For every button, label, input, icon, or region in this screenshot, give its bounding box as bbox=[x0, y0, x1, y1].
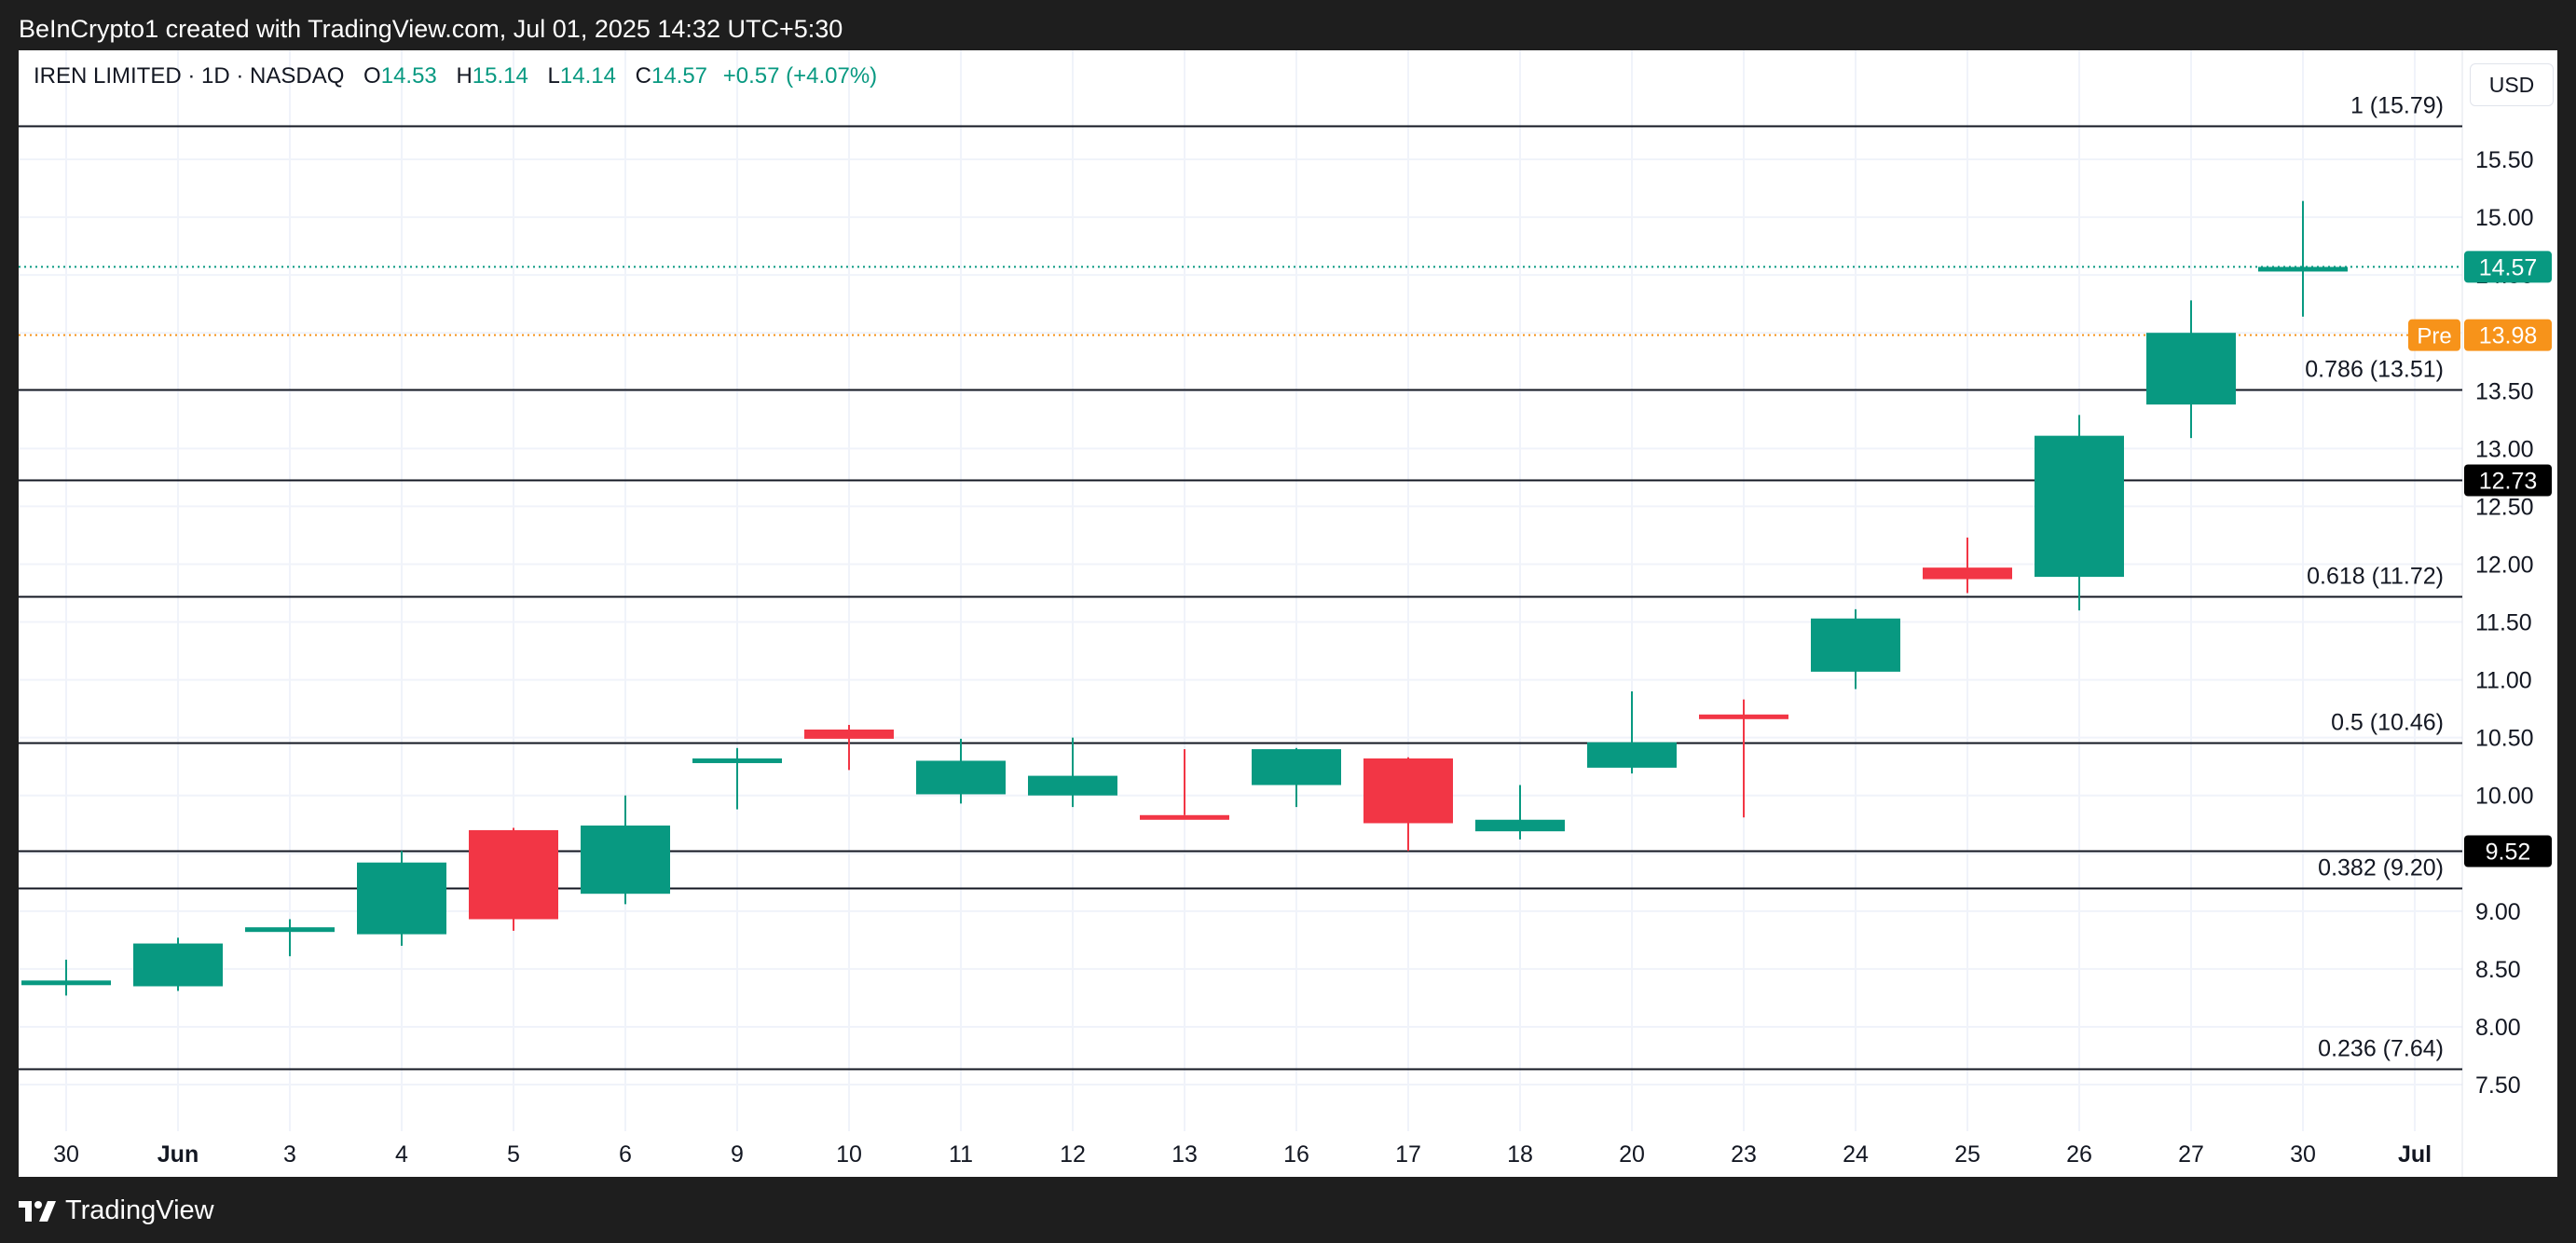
last-price-tag-label: 14.57 bbox=[2479, 254, 2538, 280]
attribution-text: BeInCrypto1 created with TradingView.com… bbox=[19, 15, 843, 43]
price-axis-tick: 13.50 bbox=[2475, 378, 2534, 404]
price-axis-tick: 9.00 bbox=[2475, 899, 2521, 925]
time-axis-label: 25 bbox=[1954, 1141, 1980, 1168]
fib-level-label: 0.5 (10.46) bbox=[2331, 710, 2444, 736]
tradingview-logo[interactable]: TradingView bbox=[19, 1195, 214, 1226]
time-axis-label: 20 bbox=[1619, 1141, 1645, 1168]
time-axis-label: 24 bbox=[1843, 1141, 1869, 1168]
candle-body[interactable] bbox=[1811, 618, 1900, 672]
close-value: 14.57 bbox=[651, 63, 708, 89]
candle-body[interactable] bbox=[916, 760, 1006, 795]
time-axis-label: 30 bbox=[2290, 1141, 2316, 1168]
fib-level-label: 0.236 (7.64) bbox=[2318, 1036, 2444, 1062]
candle-body[interactable] bbox=[357, 862, 446, 935]
price-axis-tick: 11.00 bbox=[2475, 668, 2532, 694]
high-value: 15.14 bbox=[472, 63, 528, 89]
pre-market-badge-label: Pre bbox=[2417, 324, 2451, 349]
price-line-tag bbox=[2464, 835, 2552, 867]
time-axis-label: 16 bbox=[1283, 1141, 1309, 1168]
change-value: +0.57 (+4.07%) bbox=[722, 63, 878, 89]
open-value: 14.53 bbox=[380, 63, 437, 89]
pre-market-badge bbox=[2408, 319, 2460, 351]
price-axis-tick: 7.50 bbox=[2475, 1072, 2521, 1099]
candle-body[interactable] bbox=[1923, 567, 2012, 580]
currency-button[interactable]: USD bbox=[2470, 63, 2554, 106]
candle-body[interactable] bbox=[804, 729, 894, 739]
price-axis-tick: 13.00 bbox=[2475, 436, 2534, 462]
time-axis-label: 11 bbox=[949, 1141, 973, 1168]
price-line-tag-label: 9.52 bbox=[2486, 840, 2531, 866]
candle-body[interactable] bbox=[1699, 714, 1788, 719]
price-axis-tick: 8.50 bbox=[2475, 957, 2521, 983]
candle-body[interactable] bbox=[21, 980, 111, 986]
price-line-tag-label: 12.73 bbox=[2479, 469, 2538, 495]
fib-level-label: 0.786 (13.51) bbox=[2305, 357, 2444, 383]
time-axis-label: 30 bbox=[53, 1141, 79, 1168]
time-axis-label: 18 bbox=[1507, 1141, 1533, 1168]
fib-level-label: 0.382 (9.20) bbox=[2318, 855, 2444, 881]
price-axis-tick: 12.00 bbox=[2475, 552, 2534, 578]
low-value: 14.14 bbox=[559, 63, 616, 89]
time-axis-label: 10 bbox=[836, 1141, 862, 1168]
candle-body[interactable] bbox=[1475, 819, 1565, 832]
time-axis-label: 4 bbox=[395, 1141, 408, 1168]
candle-body[interactable] bbox=[245, 927, 335, 933]
time-axis-label: 5 bbox=[507, 1141, 520, 1168]
time-axis-label: 23 bbox=[1731, 1141, 1757, 1168]
price-axis-tick: 10.50 bbox=[2475, 726, 2534, 752]
time-axis-label: 12 bbox=[1060, 1141, 1086, 1168]
candle-body[interactable] bbox=[1028, 775, 1117, 796]
candle-body[interactable] bbox=[2258, 266, 2348, 272]
price-axis-tick: 12.50 bbox=[2475, 494, 2534, 520]
brand-name: TradingView bbox=[65, 1195, 214, 1225]
pre-market-tag bbox=[2464, 319, 2552, 351]
candle-body[interactable] bbox=[2146, 333, 2236, 405]
candle-body[interactable] bbox=[1587, 742, 1677, 768]
time-axis-label: Jul bbox=[2398, 1141, 2432, 1168]
open-label: O bbox=[363, 63, 381, 89]
attribution-bar: BeInCrypto1 created with TradingView.com… bbox=[0, 0, 2576, 50]
candle-body[interactable] bbox=[1140, 814, 1229, 820]
low-label: L bbox=[547, 63, 560, 89]
candle-body[interactable] bbox=[133, 943, 223, 987]
price-axis-tick: 8.00 bbox=[2475, 1015, 2521, 1041]
candle-body[interactable] bbox=[2035, 435, 2124, 578]
price-axis-tick: 15.00 bbox=[2475, 205, 2534, 231]
time-axis-label: 26 bbox=[2066, 1141, 2092, 1168]
time-axis-label: 3 bbox=[283, 1141, 296, 1168]
time-axis-label: 6 bbox=[619, 1141, 632, 1168]
fib-level-label: 1 (15.79) bbox=[2350, 93, 2444, 119]
time-axis-label: 27 bbox=[2178, 1141, 2204, 1168]
price-axis-tick: 11.50 bbox=[2475, 610, 2532, 636]
candle-body[interactable] bbox=[1252, 749, 1341, 785]
price-chart[interactable]: 7.508.008.509.009.5010.0010.5011.0011.50… bbox=[19, 50, 2557, 1177]
tradingview-logo-icon bbox=[19, 1200, 56, 1222]
price-axis-tick: 15.50 bbox=[2475, 147, 2534, 173]
candle-body[interactable] bbox=[469, 829, 558, 920]
symbol-name[interactable]: IREN LIMITED · 1D · NASDAQ bbox=[34, 63, 345, 89]
footer-bar: TradingView bbox=[0, 1177, 2576, 1243]
chart-panel[interactable]: 7.508.008.509.009.5010.0010.5011.0011.50… bbox=[19, 50, 2557, 1177]
price-line-tag bbox=[2464, 464, 2552, 497]
high-label: H bbox=[456, 63, 473, 89]
candle-body[interactable] bbox=[692, 758, 782, 763]
close-label: C bbox=[635, 63, 651, 89]
candle-body[interactable] bbox=[581, 825, 670, 895]
pre-market-tag-label: 13.98 bbox=[2479, 323, 2538, 349]
time-axis-label: 17 bbox=[1395, 1141, 1421, 1168]
last-price-tag bbox=[2464, 251, 2552, 283]
candle-body[interactable] bbox=[1363, 758, 1453, 824]
time-axis-label: Jun bbox=[158, 1141, 199, 1168]
symbol-legend: IREN LIMITED · 1D · NASDAQ O14.53 H15.14… bbox=[34, 63, 877, 89]
fib-level-label: 0.618 (11.72) bbox=[2307, 564, 2444, 590]
time-axis-label: 9 bbox=[731, 1141, 744, 1168]
time-axis-label: 13 bbox=[1172, 1141, 1198, 1168]
price-axis-tick: 10.00 bbox=[2475, 784, 2534, 810]
